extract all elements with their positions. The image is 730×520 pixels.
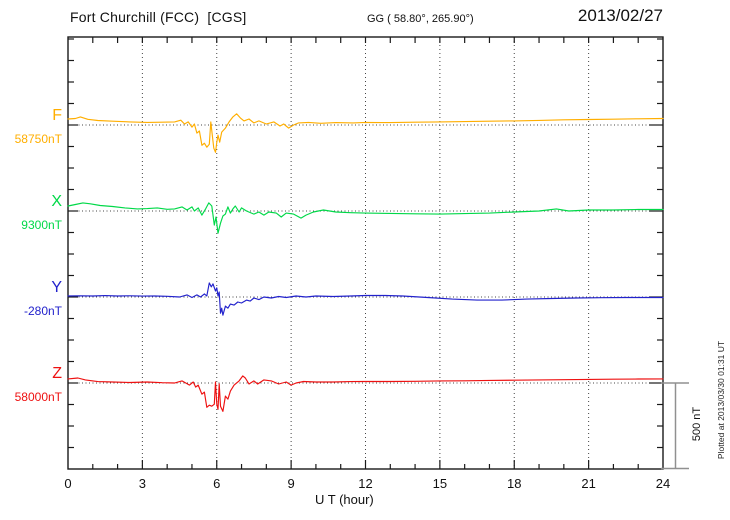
trace-Y: [67, 282, 664, 316]
x-tick-label-0: 0: [64, 476, 72, 491]
x-tick-label-6: 6: [213, 476, 221, 491]
trace-F: [67, 113, 664, 153]
x-tick-label-24: 24: [655, 476, 671, 491]
x-tick-label-9: 9: [287, 476, 295, 491]
trace-baseline-Y: -280nT: [23, 304, 62, 318]
x-tick-label-12: 12: [358, 476, 373, 491]
trace-label-X: X: [51, 193, 62, 210]
x-axis-title: U T (hour): [315, 492, 374, 507]
geographic-coordinates: GG ( 58.80°, 265.90°): [367, 13, 474, 25]
trace-baseline-X: 9300nT: [21, 218, 62, 232]
x-tick-label-15: 15: [432, 476, 448, 491]
x-tick-label-3: 3: [138, 476, 146, 491]
trace-Z: [67, 375, 664, 412]
scale-bar-label: 500 nT: [691, 406, 703, 442]
trace-label-Y: Y: [51, 279, 62, 296]
trace-label-Z: Z: [52, 365, 62, 382]
plot-frame: [67, 36, 664, 470]
x-tick-label-18: 18: [507, 476, 522, 491]
station-title: Fort Churchill (FCC) [CGS]: [70, 9, 247, 25]
x-tick-label-21: 21: [581, 476, 596, 491]
trace-baseline-Z: 58000nT: [14, 390, 62, 404]
trace-label-F: F: [52, 107, 62, 124]
trace-baseline-F: 58750nT: [14, 132, 62, 146]
plotted-at-timestamp: Plotted at 2013/03/30 01:31 UT: [716, 340, 726, 460]
trace-X: [67, 202, 664, 234]
plot-date: 2013/02/27: [577, 6, 663, 25]
